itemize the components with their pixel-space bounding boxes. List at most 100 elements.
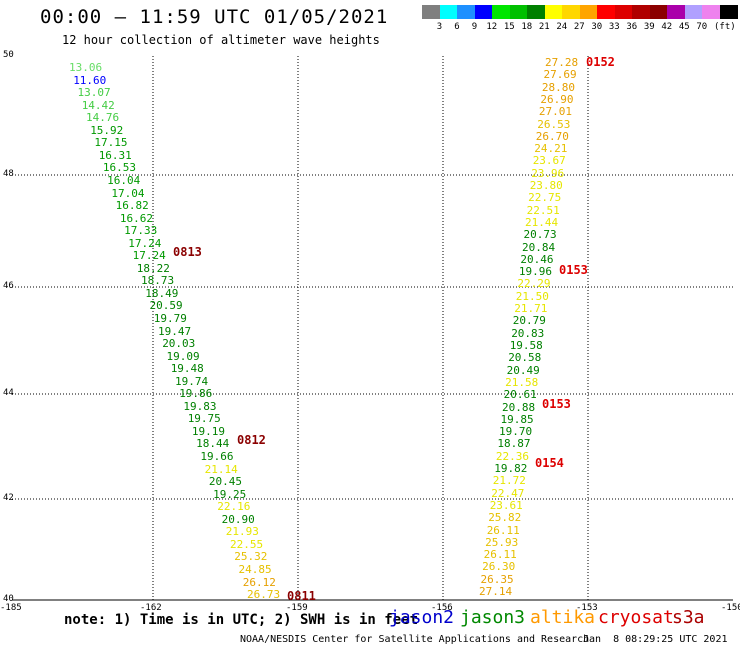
wave-height-value: 14.76 bbox=[86, 111, 120, 125]
wave-height-value: 16.53 bbox=[102, 161, 137, 175]
wave-height-value: 19.79 bbox=[153, 312, 187, 325]
legend-swatch bbox=[457, 5, 475, 19]
wave-height-value: 16.62 bbox=[119, 211, 154, 225]
wave-height-value: 11.60 bbox=[73, 73, 107, 87]
lon-tick-label: -150 bbox=[721, 603, 740, 613]
legend-tick-label: 30 bbox=[591, 22, 603, 32]
pass-time-label: 0812 bbox=[237, 433, 266, 447]
wave-height-value: 20.46 bbox=[520, 252, 554, 266]
wave-height-value: 22.29 bbox=[517, 277, 551, 291]
wave-height-value: 21.58 bbox=[505, 375, 539, 389]
wave-height-value: 17.04 bbox=[111, 186, 145, 200]
wave-height-value: 13.06 bbox=[69, 61, 103, 74]
credit-text: NOAA/NESDIS Center for Satellite Applica… bbox=[240, 634, 590, 645]
page-subtitle: 12 hour collection of altimeter wave hei… bbox=[62, 33, 380, 47]
wave-height-value: 20.88 bbox=[502, 400, 536, 414]
wave-height-value: 27.14 bbox=[479, 585, 513, 598]
lat-tick-label: 46 bbox=[3, 281, 14, 291]
wave-height-value: 19.82 bbox=[494, 462, 528, 475]
wave-height-value: 25.32 bbox=[234, 550, 268, 564]
legend-tick-label: 21 bbox=[538, 22, 550, 32]
wave-height-value: 17.24 bbox=[128, 236, 162, 250]
wave-height-value: 25.82 bbox=[488, 511, 522, 525]
legend-tick-label: 6 bbox=[454, 22, 460, 32]
legend-swatch bbox=[562, 5, 580, 19]
wave-height-value: 14.42 bbox=[81, 98, 115, 112]
legend-swatch bbox=[702, 5, 720, 19]
wave-height-value: 16.04 bbox=[107, 173, 141, 187]
legend-swatch bbox=[649, 5, 668, 19]
legend-swatch bbox=[579, 5, 598, 19]
wave-height-value: 19.47 bbox=[158, 324, 192, 338]
wave-height-value: 17.15 bbox=[94, 136, 128, 150]
legend-swatch bbox=[719, 5, 738, 19]
wave-height-value: 20.45 bbox=[208, 475, 243, 489]
wave-height-value: 19.86 bbox=[179, 387, 213, 401]
timestamp-text: Jan 8 08:29:25 UTC 2021 bbox=[583, 634, 728, 645]
wave-height-value: 26.35 bbox=[480, 572, 514, 586]
satellite-legend-jason3: jason3 bbox=[460, 607, 526, 628]
wave-height-value: 19.85 bbox=[500, 412, 534, 426]
pass-time-label: 0154 bbox=[535, 456, 564, 470]
wave-height-value: 19.66 bbox=[200, 450, 234, 463]
legend-swatch bbox=[632, 5, 650, 19]
legend-tick-label: 12 bbox=[486, 22, 498, 32]
pass-time-label: 0811 bbox=[287, 589, 316, 603]
legend-tick-label: 36 bbox=[626, 22, 638, 32]
wave-height-value: 27.01 bbox=[538, 105, 573, 119]
wave-height-value: 20.83 bbox=[511, 326, 545, 340]
wave-height-value: 23.67 bbox=[532, 154, 566, 168]
lon-tick-label: -185 bbox=[0, 603, 22, 613]
wave-height-value: 19.96 bbox=[518, 265, 553, 279]
legend-swatch bbox=[492, 5, 510, 19]
legend-swatch bbox=[527, 5, 545, 19]
wave-height-value: 26.53 bbox=[537, 117, 571, 131]
pass-time-label: 0813 bbox=[173, 245, 202, 259]
legend-tick-label: 9 bbox=[471, 22, 478, 32]
legend-swatch bbox=[439, 5, 458, 19]
legend-tick-label: 45 bbox=[678, 22, 690, 32]
legend-tick-label: 15 bbox=[503, 22, 515, 32]
wave-height-value: 22.75 bbox=[528, 191, 562, 205]
satellite-legend-altika: altika bbox=[530, 607, 596, 628]
lat-tick-label: 48 bbox=[3, 169, 14, 179]
wave-height-value: 18.44 bbox=[196, 437, 230, 451]
wave-height-value: 19.25 bbox=[213, 487, 247, 501]
wave-height-value: 16.82 bbox=[115, 199, 149, 212]
wave-height-value: 20.03 bbox=[162, 337, 196, 350]
legend-swatch bbox=[597, 5, 615, 19]
wave-height-value: 26.30 bbox=[482, 560, 516, 574]
wave-height-value: 19.09 bbox=[166, 349, 200, 363]
wave-height-value: 17.24 bbox=[132, 249, 166, 263]
satellite-legend-s3a: s3a bbox=[672, 607, 705, 628]
wave-height-value: 20.73 bbox=[523, 228, 557, 242]
legend-tick-label: 27 bbox=[573, 22, 585, 32]
legend-unit-label: (ft) bbox=[714, 22, 736, 32]
wave-height-value: 28.80 bbox=[541, 80, 576, 94]
pass-time-label: 0153 bbox=[559, 263, 588, 277]
wave-height-value: 22.16 bbox=[217, 500, 251, 514]
wave-height-value: 27.28 bbox=[545, 56, 579, 69]
lat-tick-label: 42 bbox=[3, 493, 14, 503]
wave-height-value: 16.31 bbox=[98, 148, 132, 162]
wave-height-value: 24.85 bbox=[238, 562, 272, 576]
wave-height-value: 23.61 bbox=[489, 498, 523, 512]
wave-height-value: 21.71 bbox=[514, 302, 548, 315]
pass-time-label: 0153 bbox=[542, 397, 571, 411]
legend-tick-label: 39 bbox=[643, 22, 655, 32]
wave-height-value: 18.73 bbox=[141, 274, 175, 288]
wave-height-value: 26.73 bbox=[247, 588, 281, 601]
legend-tick-label: 18 bbox=[521, 22, 533, 32]
legend-swatch bbox=[509, 5, 528, 19]
lat-tick-label: 40 bbox=[3, 594, 14, 604]
wave-height-value: 20.59 bbox=[149, 299, 183, 313]
wave-height-value: 19.83 bbox=[183, 399, 217, 413]
pass-time-label: 0152 bbox=[586, 55, 615, 69]
wave-height-value: 19.74 bbox=[175, 374, 209, 388]
wave-height-value: 26.12 bbox=[242, 575, 276, 589]
legend-tick-label: 3 bbox=[436, 22, 443, 32]
lon-tick-label: -156 bbox=[431, 603, 453, 613]
lat-tick-label: 44 bbox=[3, 388, 14, 398]
